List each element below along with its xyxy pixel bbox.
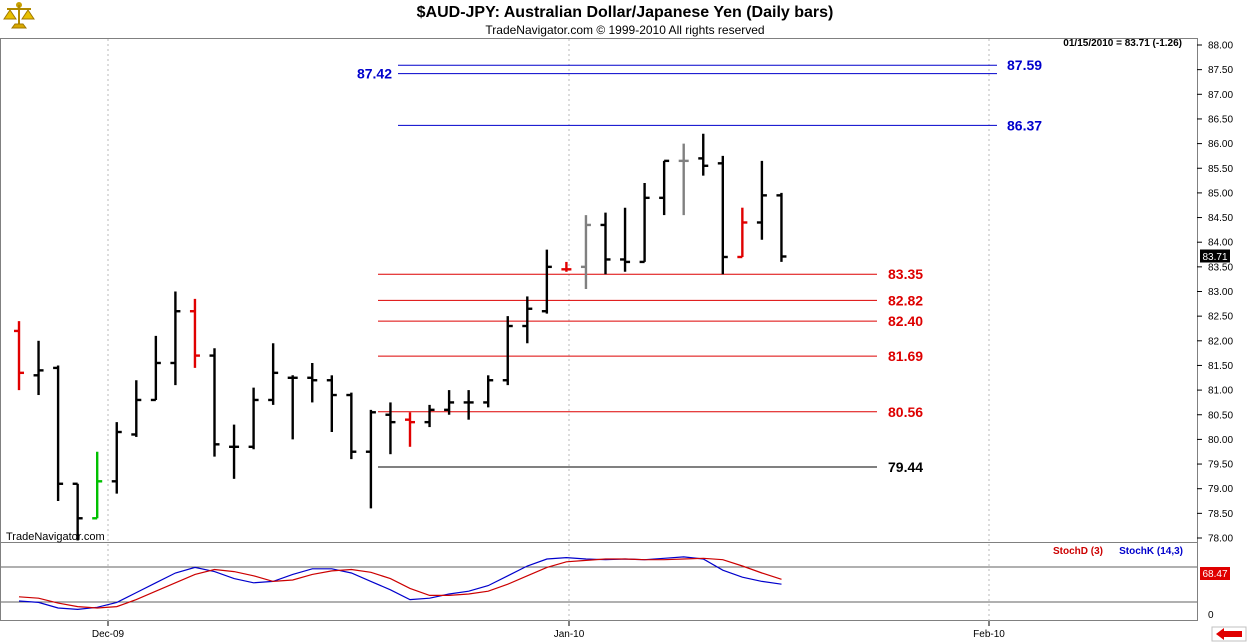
legend-stochd: StochD (3): [1053, 546, 1103, 557]
ohlc-bar: [580, 215, 591, 290]
price-tick-label: 84.00: [1208, 238, 1233, 249]
stoch-line: [18, 556, 782, 611]
date-tick-label: Jan-10: [554, 629, 585, 640]
level-label: 87.42: [357, 66, 392, 82]
ohlc-bar: [72, 482, 83, 541]
scale-icon: [3, 2, 35, 29]
ohlc-bar: [209, 348, 220, 457]
level-label: 86.37: [1007, 117, 1042, 133]
indicator-panel-frame: [0, 542, 1198, 621]
ohlc-bar: [561, 261, 572, 272]
stoch-line: [18, 557, 782, 609]
price-axis: 88.00 87.50 87.00 86.50 86.00 85.50 85.00 84.50…: [1197, 41, 1233, 545]
price-tick-label: 81.00: [1208, 386, 1233, 397]
ohlc-bar: [659, 159, 670, 216]
ohlc-bar: [541, 249, 552, 314]
ohlc-bar: [229, 424, 240, 479]
ohlc-bar: [502, 316, 513, 386]
price-tick-label: 86.00: [1208, 139, 1233, 150]
price-tick-label: 85.50: [1208, 164, 1233, 175]
price-tick-label: 82.50: [1208, 312, 1233, 323]
last-price-marker: 83.71: [1200, 249, 1230, 263]
ohlc-bar: [483, 375, 494, 408]
price-bars: [14, 133, 787, 541]
stoch-last-marker: 68.47: [1200, 567, 1230, 580]
ohlc-bar: [268, 343, 279, 405]
price-tick-label: 83.00: [1208, 287, 1233, 298]
date-tick-label: Dec-09: [92, 629, 125, 640]
ohlc-bar: [698, 133, 709, 176]
ohlc-bar: [678, 143, 689, 216]
ohlc-bar: [463, 390, 474, 420]
ohlc-bar: [385, 402, 396, 455]
price-tick-label: 87.50: [1208, 65, 1233, 76]
price-tick-label: 81.50: [1208, 361, 1233, 372]
level-label: 80.56: [888, 404, 923, 420]
legend-stochk: StochK (14,3): [1119, 546, 1183, 557]
ohlc-bar: [365, 409, 376, 509]
ohlc-bar: [92, 451, 103, 520]
price-tick-label: 85.00: [1208, 188, 1233, 199]
price-tick-label: 79.50: [1208, 460, 1233, 471]
level-label: 83.35: [888, 266, 923, 282]
ohlc-bar: [111, 422, 122, 494]
price-tick-label: 78.50: [1208, 509, 1233, 520]
price-tick-label: 79.00: [1208, 484, 1233, 495]
ohlc-bar: [639, 183, 650, 264]
date-tick-label: Feb-10: [973, 629, 1005, 640]
price-tick-label: 83.50: [1208, 262, 1233, 273]
watermark: TradeNavigator.com: [6, 531, 105, 543]
ohlc-bar: [737, 207, 748, 259]
ohlc-bar: [248, 387, 259, 450]
price-tick-label: 82.00: [1208, 336, 1233, 347]
ohlc-bar: [307, 362, 318, 403]
ohlc-bar: [14, 321, 24, 391]
price-tick-label: 84.50: [1208, 213, 1233, 224]
ohlc-bar: [522, 296, 533, 344]
level-label: 82.82: [888, 292, 923, 308]
ohlc-bar: [620, 207, 631, 272]
level-label: 81.69: [888, 348, 923, 364]
chart-subtitle: TradeNavigator.com © 1999-2010 All right…: [485, 23, 764, 37]
last-price-label: 83.71: [1202, 252, 1227, 263]
ohlc-bar: [405, 412, 415, 447]
level-lines: 87.59 87.42 86.37 83.35 82.82 82.40 81.69 80.56…: [357, 57, 1042, 475]
ohlc-bar: [756, 160, 767, 240]
price-tick-label: 78.00: [1208, 534, 1233, 545]
ohlc-bar: [444, 390, 455, 415]
price-tick-label: 88.00: [1208, 41, 1233, 52]
ohlc-bar: [326, 375, 337, 433]
ohlc-bar: [346, 392, 357, 460]
ohlc-bar: [131, 380, 142, 437]
price-tick-label: 87.00: [1208, 90, 1233, 101]
price-tick-label: 86.50: [1208, 114, 1233, 125]
level-label: 82.40: [888, 313, 923, 329]
ohlc-bar: [600, 212, 611, 275]
level-label: 79.44: [888, 459, 923, 475]
level-label: 87.59: [1007, 57, 1042, 73]
stoch-last-label: 68.47: [1202, 569, 1227, 580]
price-tick-label: 80.50: [1208, 410, 1233, 421]
stochastic-lines: [18, 556, 782, 611]
last-price-info: 01/15/2010 = 83.71 (-1.26): [1063, 38, 1182, 49]
ohlc-bar: [53, 365, 64, 502]
ohlc-bar: [717, 155, 728, 275]
arrow-left-icon[interactable]: [1211, 626, 1247, 642]
date-axis: Dec-09 Jan-10 Feb-10: [92, 621, 1005, 640]
ohlc-bar: [170, 291, 181, 386]
vertical-grid: [107, 39, 990, 621]
stoch-tick-label: 0: [1208, 610, 1214, 621]
ohlc-bar: [33, 340, 44, 396]
logo: [3, 2, 35, 29]
ohlc-bar: [287, 375, 298, 440]
ohlc-bar: [424, 404, 435, 428]
chart-title: $AUD-JPY: Australian Dollar/Japanese Yen…: [417, 4, 834, 21]
ohlc-bar: [776, 192, 787, 262]
ohlc-bar: [150, 335, 161, 402]
ohlc-bar: [189, 298, 200, 368]
price-tick-label: 80.00: [1208, 435, 1233, 446]
